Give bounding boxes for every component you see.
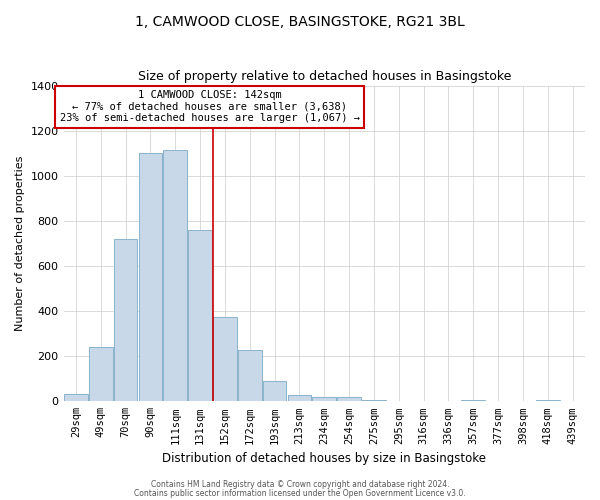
Bar xyxy=(139,153,162,402)
Bar xyxy=(263,382,286,402)
Bar xyxy=(163,150,187,402)
Bar xyxy=(89,347,113,402)
Text: 1 CAMWOOD CLOSE: 142sqm
← 77% of detached houses are smaller (3,638)
23% of semi: 1 CAMWOOD CLOSE: 142sqm ← 77% of detache… xyxy=(59,90,359,124)
Bar xyxy=(188,230,212,402)
Bar xyxy=(362,400,386,402)
Bar xyxy=(337,397,361,402)
Y-axis label: Number of detached properties: Number of detached properties xyxy=(15,156,25,331)
Bar xyxy=(461,400,485,402)
Text: Contains HM Land Registry data © Crown copyright and database right 2024.: Contains HM Land Registry data © Crown c… xyxy=(151,480,449,489)
Bar xyxy=(238,350,262,402)
Bar xyxy=(536,400,560,402)
Title: Size of property relative to detached houses in Basingstoke: Size of property relative to detached ho… xyxy=(137,70,511,83)
Bar xyxy=(313,397,336,402)
Bar xyxy=(64,394,88,402)
Bar xyxy=(114,239,137,402)
Bar xyxy=(213,316,237,402)
Bar xyxy=(287,395,311,402)
Text: Contains public sector information licensed under the Open Government Licence v3: Contains public sector information licen… xyxy=(134,488,466,498)
X-axis label: Distribution of detached houses by size in Basingstoke: Distribution of detached houses by size … xyxy=(162,452,486,465)
Text: 1, CAMWOOD CLOSE, BASINGSTOKE, RG21 3BL: 1, CAMWOOD CLOSE, BASINGSTOKE, RG21 3BL xyxy=(135,15,465,29)
